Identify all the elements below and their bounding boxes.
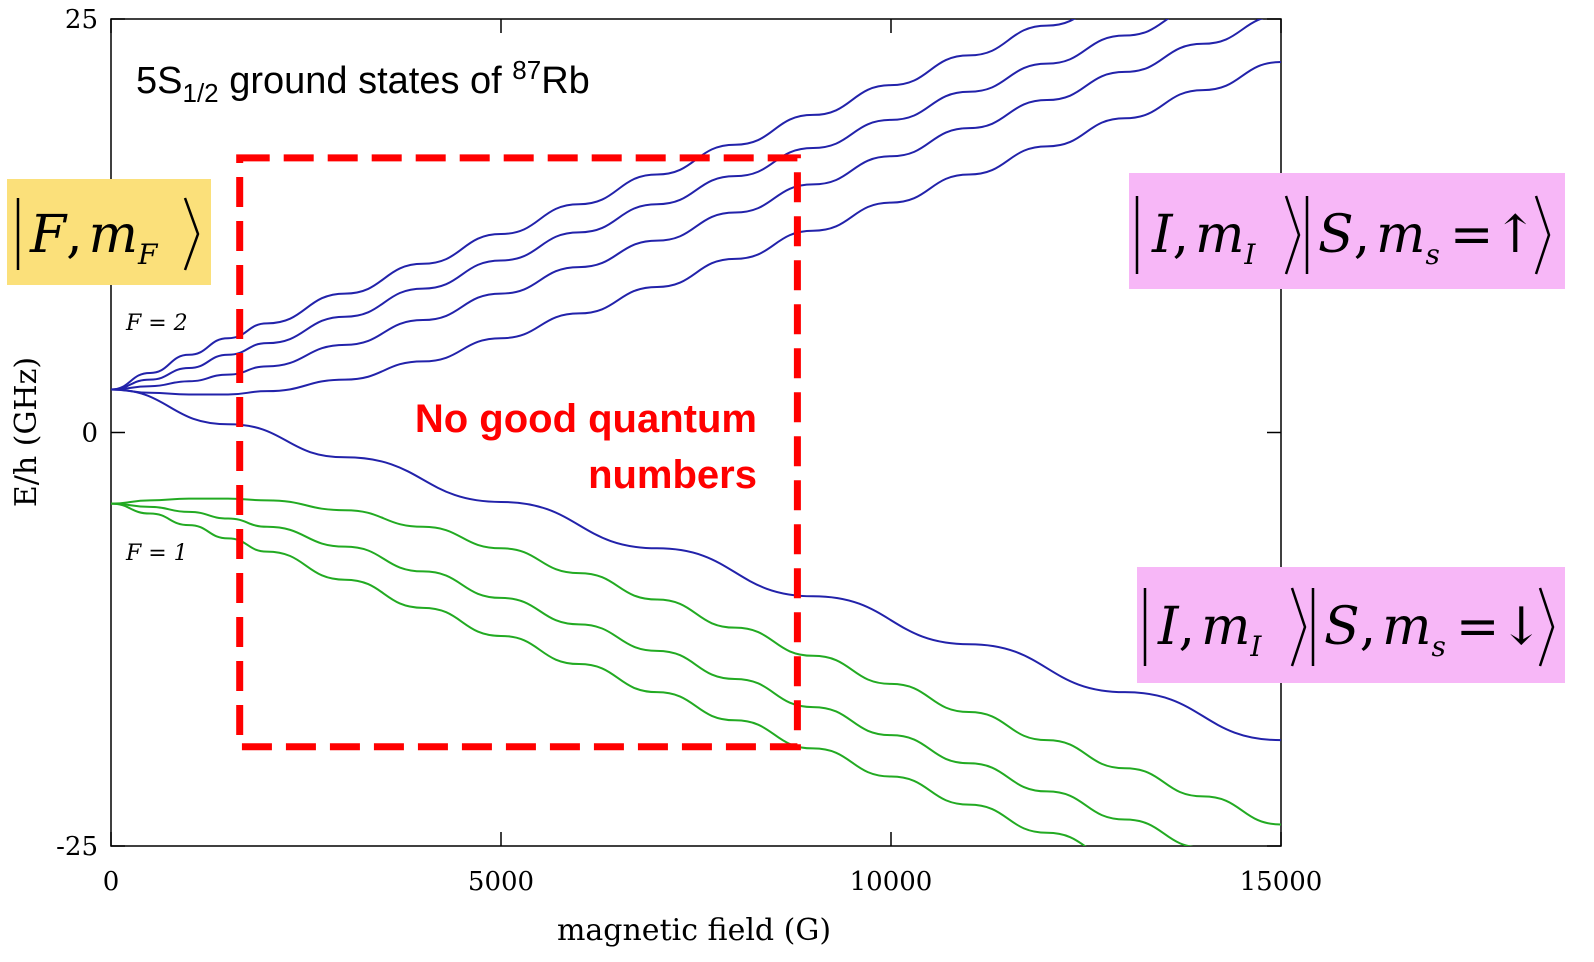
ket-up-ms: m	[1376, 205, 1425, 265]
y-tick-label: -25	[56, 832, 98, 862]
f1-series-line	[111, 502, 1194, 846]
series-group	[111, 19, 1281, 846]
ket-down-mI: m	[1201, 597, 1250, 657]
x-tick-label: 15000	[1240, 867, 1323, 897]
ket-up-comma2: ,	[1354, 205, 1371, 265]
x-tick-label: 5000	[468, 867, 534, 897]
y-axis-label: E/h (GHz)	[9, 357, 44, 507]
arrow-up-icon: ↑	[1493, 205, 1537, 265]
ket-f-m: m	[89, 205, 138, 265]
ket-down-ms-sub: s	[1431, 630, 1445, 663]
ket-up-ms-sub: s	[1425, 238, 1439, 271]
ket-up-angle-1	[1284, 195, 1301, 275]
ket-f-sub: F	[137, 238, 159, 271]
ket-up-part2: S, ms =↑	[1318, 205, 1537, 271]
y-tick-label: 0	[81, 419, 98, 449]
title-end: Rb	[541, 60, 590, 102]
ket-down-comma1: ,	[1179, 597, 1196, 657]
f1-label: F = 1	[125, 541, 188, 566]
f2-series-line	[111, 19, 1264, 391]
title-subscript: 1/2	[182, 78, 218, 108]
ket-up-mI-sub: I	[1243, 238, 1256, 271]
no-good-quantum-numbers-box	[236, 154, 801, 751]
ket-spin-up-background	[1129, 173, 1565, 289]
chart-title: 5S1/2 ground states of 87Rb	[136, 55, 590, 108]
ket-down-comma2: ,	[1360, 597, 1377, 657]
ket-down-eq: =	[1456, 597, 1500, 657]
ket-down-angle-2	[1538, 587, 1555, 667]
title-middle: ground states of	[219, 60, 513, 102]
ket-f-mf-box: F, mF	[7, 179, 211, 285]
ket-down-mI-sub: I	[1249, 630, 1262, 663]
f1-series-line	[111, 497, 1281, 826]
ket-angle-right	[183, 197, 200, 271]
ket-spin-down-background	[1137, 567, 1565, 683]
ket-down-part1: I, mI	[1157, 597, 1262, 663]
title-main: 5S	[136, 60, 182, 102]
f2-series-line	[111, 388, 1281, 742]
y-tick-label: 25	[65, 5, 98, 35]
ket-up-angle-2	[1534, 195, 1551, 275]
f2-label: F = 2	[125, 311, 188, 336]
no-good-quantum-label-line1: No good quantum	[415, 397, 757, 441]
f2-series-line	[111, 19, 1076, 391]
ket-up-S: S	[1318, 205, 1354, 265]
title-superscript: 87	[512, 55, 541, 85]
ket-down-I: I	[1157, 597, 1180, 657]
ket-spin-up-box: I, mI S, ms =↑	[1129, 173, 1565, 289]
f2-series-line	[111, 19, 1170, 391]
x-tick-label: 10000	[850, 867, 933, 897]
no-good-quantum-label-line2: numbers	[588, 453, 757, 497]
ket-down-S: S	[1324, 597, 1360, 657]
ket-f-comma: ,	[66, 205, 83, 265]
ket-up-mI: m	[1195, 205, 1244, 265]
f2-series-line	[111, 61, 1281, 396]
x-tick-label: 0	[103, 867, 120, 897]
ket-up-comma1: ,	[1173, 205, 1190, 265]
ket-f-symbol: F	[29, 205, 68, 265]
ket-f-text: F, mF	[29, 205, 159, 271]
ket-down-part2: S, ms =↓	[1324, 597, 1543, 663]
ket-down-ms: m	[1382, 597, 1431, 657]
ket-up-I: I	[1151, 205, 1174, 265]
f1-series-line	[111, 502, 1087, 846]
arrow-down-icon: ↓	[1499, 597, 1543, 657]
ket-f-mf-background	[7, 179, 211, 285]
ket-spin-down-box: I, mI S, ms =↓	[1137, 567, 1565, 683]
ket-down-angle-1	[1290, 587, 1307, 667]
x-axis-label: magnetic field (G)	[557, 913, 831, 948]
ket-up-part1: I, mI	[1151, 205, 1256, 271]
ket-up-eq: =	[1450, 205, 1494, 265]
